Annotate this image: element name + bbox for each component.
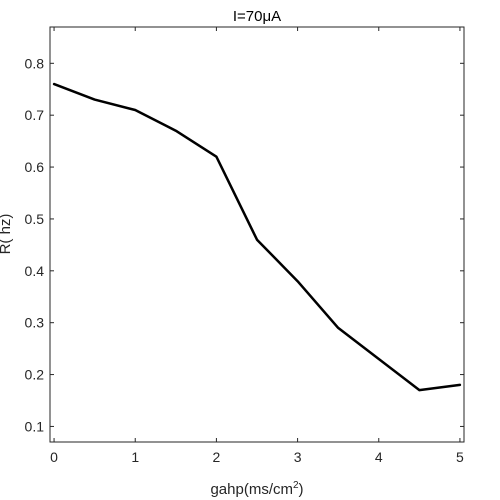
- data-point: [53, 83, 55, 85]
- x-tick-label: 2: [213, 449, 221, 465]
- y-tick-label: 0.3: [25, 315, 45, 331]
- x-tick-label: 3: [294, 449, 302, 465]
- x-tick-label: 4: [375, 449, 383, 465]
- data-point: [337, 327, 339, 329]
- y-tick-label: 0.7: [25, 107, 45, 123]
- y-axis-ticks: [50, 62, 464, 427]
- y-axis-title: R( hz): [0, 214, 14, 255]
- y-tick-label: 0.8: [25, 55, 45, 71]
- chart-title: I=70μA: [233, 8, 281, 25]
- x-axis-title-end: ): [299, 481, 304, 498]
- data-point: [377, 358, 380, 360]
- data-point: [134, 109, 137, 111]
- x-tick-label: 0: [50, 449, 58, 465]
- data-point: [459, 384, 461, 386]
- x-axis-title: gahp(ms/cm2): [210, 480, 303, 498]
- plot-area: [50, 27, 464, 442]
- data-point: [256, 238, 258, 241]
- series-layer: [52, 82, 462, 392]
- data-point: [418, 389, 421, 391]
- y-tick-labels: 0.1 0.2 0.3 0.4 0.5 0.6 0.7 0.8: [25, 55, 45, 434]
- data-point: [93, 98, 96, 101]
- x-tick-label: 5: [456, 449, 464, 465]
- x-tick-labels: 0 1 2 3 4 5: [50, 449, 464, 465]
- x-axis-ticks: [53, 27, 461, 442]
- y-tick-label: 0.1: [25, 418, 45, 434]
- y-tick-label: 0.5: [25, 211, 45, 227]
- x-tick-label: 1: [131, 449, 139, 465]
- y-tick-label: 0.4: [25, 263, 45, 279]
- data-point: [296, 280, 299, 282]
- y-tick-label: 0.2: [25, 367, 45, 383]
- plot-frame: [49, 26, 465, 443]
- data-point: [175, 129, 177, 132]
- x-axis-title-sup: 2: [293, 480, 299, 491]
- x-axis-title-main: gahp(ms/cm: [210, 481, 293, 498]
- y-tick-label: 0.6: [25, 159, 45, 175]
- data-point: [215, 155, 218, 158]
